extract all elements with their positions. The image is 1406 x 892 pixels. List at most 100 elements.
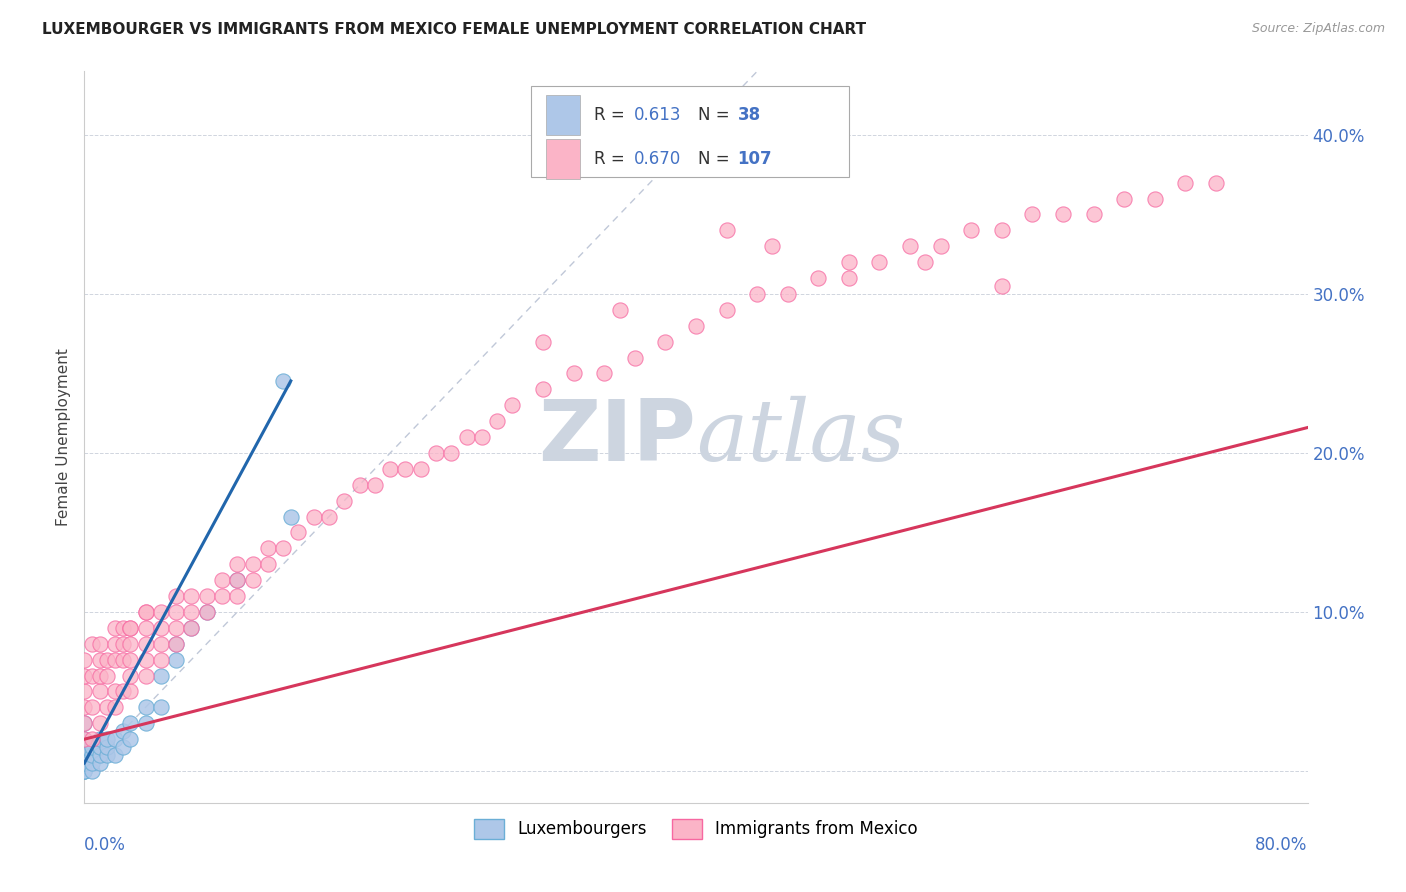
- Point: [257, 541, 280, 556]
- Text: LUXEMBOURGER VS IMMIGRANTS FROM MEXICO FEMALE UNEMPLOYMENT CORRELATION CHART: LUXEMBOURGER VS IMMIGRANTS FROM MEXICO F…: [42, 22, 866, 37]
- Point: [838, 255, 860, 269]
- Point: [89, 756, 111, 770]
- Point: [242, 573, 264, 587]
- Point: [562, 367, 585, 381]
- Point: [73, 684, 96, 698]
- Point: [80, 732, 103, 747]
- Point: [111, 724, 134, 739]
- Point: [838, 271, 860, 285]
- Point: [929, 239, 952, 253]
- Text: 107: 107: [738, 150, 772, 168]
- Point: [111, 621, 134, 635]
- Point: [80, 668, 103, 682]
- Text: ZIP: ZIP: [538, 395, 696, 479]
- Point: [120, 637, 142, 651]
- Point: [73, 756, 96, 770]
- Point: [1114, 192, 1136, 206]
- Point: [73, 653, 96, 667]
- Text: 0.670: 0.670: [634, 150, 681, 168]
- Point: [111, 684, 134, 698]
- Point: [80, 740, 103, 755]
- Point: [211, 589, 233, 603]
- Point: [73, 748, 96, 763]
- Point: [1083, 207, 1105, 221]
- Point: [96, 668, 118, 682]
- Point: [80, 764, 103, 778]
- Point: [716, 302, 738, 317]
- Point: [120, 684, 142, 698]
- Point: [89, 716, 111, 731]
- Point: [89, 732, 111, 747]
- Point: [716, 223, 738, 237]
- Point: [195, 605, 218, 619]
- Point: [165, 605, 187, 619]
- Point: [409, 462, 432, 476]
- Text: N =: N =: [699, 106, 735, 124]
- Point: [271, 541, 294, 556]
- Point: [73, 740, 96, 755]
- Point: [135, 605, 157, 619]
- Point: [471, 430, 494, 444]
- Point: [165, 653, 187, 667]
- Point: [991, 279, 1014, 293]
- Point: [80, 637, 103, 651]
- Point: [333, 493, 356, 508]
- Point: [624, 351, 647, 365]
- Point: [195, 589, 218, 603]
- Point: [991, 223, 1014, 237]
- Point: [120, 653, 142, 667]
- Point: [1021, 207, 1043, 221]
- Point: [73, 732, 96, 747]
- Text: R =: R =: [595, 106, 630, 124]
- Point: [120, 621, 142, 635]
- Point: [685, 318, 707, 333]
- Legend: Luxembourgers, Immigrants from Mexico: Luxembourgers, Immigrants from Mexico: [467, 812, 925, 846]
- Point: [80, 700, 103, 714]
- Point: [80, 748, 103, 763]
- Text: N =: N =: [699, 150, 735, 168]
- Point: [73, 756, 96, 770]
- Text: 38: 38: [738, 106, 761, 124]
- Point: [120, 668, 142, 682]
- Point: [257, 558, 280, 572]
- Point: [73, 764, 96, 778]
- Point: [149, 621, 172, 635]
- Point: [1052, 207, 1074, 221]
- Point: [73, 764, 96, 778]
- Point: [149, 653, 172, 667]
- Point: [1205, 176, 1227, 190]
- Point: [104, 637, 127, 651]
- Point: [531, 383, 554, 397]
- Point: [89, 740, 111, 755]
- Point: [135, 716, 157, 731]
- Point: [180, 605, 202, 619]
- Text: atlas: atlas: [696, 396, 905, 478]
- Point: [135, 605, 157, 619]
- Point: [149, 668, 172, 682]
- Point: [1143, 192, 1166, 206]
- Point: [869, 255, 891, 269]
- Point: [960, 223, 983, 237]
- Point: [165, 589, 187, 603]
- Point: [96, 653, 118, 667]
- Point: [73, 764, 96, 778]
- Point: [440, 446, 463, 460]
- Point: [96, 748, 118, 763]
- Bar: [546, 139, 579, 179]
- Point: [73, 716, 96, 731]
- Point: [531, 334, 554, 349]
- Point: [486, 414, 509, 428]
- Point: [180, 621, 202, 635]
- Point: [120, 716, 142, 731]
- Point: [80, 756, 103, 770]
- FancyBboxPatch shape: [531, 86, 849, 178]
- Point: [149, 700, 172, 714]
- Point: [96, 700, 118, 714]
- Point: [120, 732, 142, 747]
- Point: [180, 589, 202, 603]
- Text: Source: ZipAtlas.com: Source: ZipAtlas.com: [1251, 22, 1385, 36]
- Point: [280, 509, 302, 524]
- Point: [89, 668, 111, 682]
- Point: [96, 740, 118, 755]
- Point: [89, 653, 111, 667]
